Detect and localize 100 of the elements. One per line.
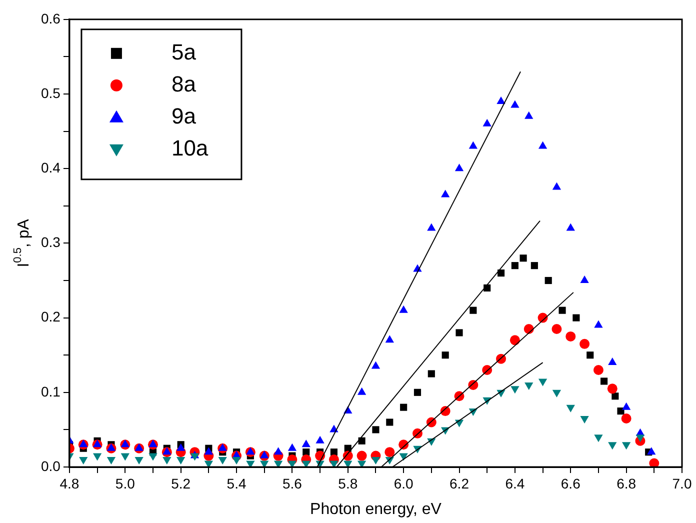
point [204, 447, 214, 455]
point [649, 458, 660, 467]
point [510, 386, 520, 394]
point [586, 352, 594, 359]
point [594, 434, 603, 442]
point [428, 370, 435, 378]
point [510, 100, 520, 108]
x-tick-label: 5.8 [338, 475, 358, 492]
point [636, 434, 645, 442]
point [538, 141, 548, 149]
point [552, 182, 562, 190]
point [246, 447, 255, 455]
point [544, 276, 552, 284]
x-tick-label: 6.4 [505, 475, 525, 492]
point [344, 460, 352, 467]
point [399, 305, 408, 313]
x-tick-label: 7.0 [672, 475, 692, 492]
point [120, 440, 130, 448]
point [106, 457, 116, 465]
point [372, 426, 380, 434]
point [385, 335, 394, 343]
point [442, 352, 449, 359]
x-tick-label: 6.8 [616, 475, 636, 492]
point [600, 378, 608, 385]
point [552, 390, 562, 398]
point [302, 460, 310, 467]
point [92, 440, 102, 448]
point [580, 338, 590, 349]
point [246, 460, 255, 467]
point [427, 223, 436, 231]
y-tick-label: 0.0 [40, 458, 61, 474]
point [190, 453, 200, 461]
point [510, 335, 520, 346]
x-tick-label: 5.2 [171, 475, 191, 492]
point [454, 164, 464, 172]
point [558, 306, 566, 314]
point [511, 262, 518, 270]
legend-label: 9a [171, 103, 197, 128]
point [384, 447, 395, 458]
y-tick-label: 0.5 [40, 84, 61, 101]
point [260, 460, 269, 467]
point [232, 457, 241, 465]
point [274, 447, 283, 455]
point [621, 414, 632, 424]
point [400, 404, 408, 411]
point [470, 306, 477, 314]
y-axis-title: I0.5, pA [12, 218, 32, 268]
y-tick-label: 0.4 [40, 159, 61, 176]
point [456, 329, 463, 336]
point [134, 457, 144, 465]
legend-label: 10a [171, 135, 209, 160]
point [566, 404, 575, 412]
point [79, 457, 88, 465]
point [162, 457, 172, 465]
point [92, 453, 102, 461]
x-tick-label: 6.0 [394, 475, 414, 492]
point [330, 460, 338, 467]
point [302, 440, 310, 448]
x-tick-label: 6.6 [560, 475, 581, 492]
x-tick-label: 5.4 [226, 475, 246, 492]
point [530, 262, 538, 270]
point [612, 392, 619, 400]
x-axis-title: Photon energy, eV [310, 500, 442, 518]
y-tick-label: 0.3 [40, 234, 61, 250]
point [148, 453, 158, 461]
point [356, 450, 367, 461]
x-tick-label: 4.8 [60, 475, 80, 492]
legend-label: 5a [171, 39, 197, 64]
point [608, 358, 617, 366]
point [538, 378, 548, 386]
point [162, 447, 172, 455]
point [566, 223, 575, 231]
point [468, 141, 478, 149]
point [482, 118, 492, 126]
point [622, 442, 631, 450]
point [524, 111, 534, 119]
legend-label: 8a [171, 71, 197, 96]
point [608, 442, 617, 450]
point [496, 96, 506, 104]
point [79, 440, 88, 448]
point [330, 448, 338, 456]
point [371, 361, 380, 369]
point [520, 254, 527, 262]
point [580, 276, 589, 283]
point [148, 440, 158, 448]
point [552, 324, 562, 334]
point [580, 416, 589, 424]
point [594, 320, 603, 328]
point [302, 448, 310, 456]
y-tick-label: 0.6 [40, 10, 61, 26]
point [524, 382, 534, 390]
y-tick-label: 0.2 [40, 308, 61, 325]
point [622, 402, 631, 410]
point [176, 457, 186, 465]
point [607, 384, 618, 394]
point [497, 270, 505, 277]
point [371, 457, 380, 465]
point [357, 387, 366, 395]
point [441, 190, 450, 198]
point [120, 453, 130, 461]
